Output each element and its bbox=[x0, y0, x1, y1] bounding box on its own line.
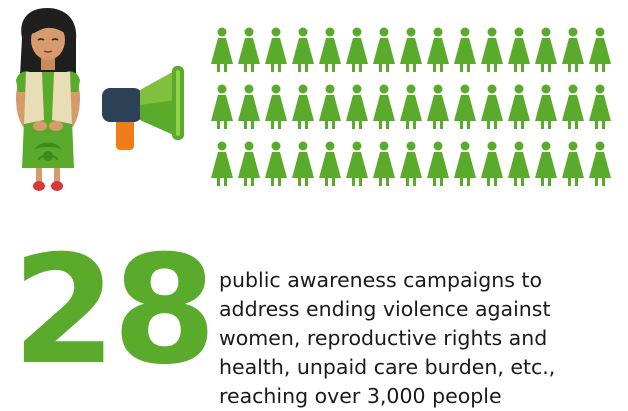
woman-figure-icon bbox=[454, 27, 476, 72]
woman-figure-icon bbox=[562, 27, 584, 72]
megaphone-icon bbox=[102, 66, 184, 150]
woman-figure-icon bbox=[292, 141, 314, 186]
woman-figure-icon bbox=[535, 84, 557, 129]
woman-figure-icon bbox=[265, 27, 287, 72]
woman-figure-icon bbox=[400, 141, 422, 186]
woman-figure-icon bbox=[319, 141, 341, 186]
woman-figure-icon bbox=[589, 141, 611, 186]
woman-figure-icon bbox=[400, 27, 422, 72]
woman-figure-icon bbox=[373, 141, 395, 186]
woman-figure-icon bbox=[454, 141, 476, 186]
woman-figure-icon bbox=[346, 141, 368, 186]
woman-figure-icon bbox=[346, 27, 368, 72]
woman-figure-icon bbox=[319, 84, 341, 129]
woman-figure-icon bbox=[265, 141, 287, 186]
woman-figure-icon bbox=[508, 84, 530, 129]
woman-figure-icon bbox=[292, 84, 314, 129]
woman-figure-icon bbox=[211, 84, 233, 129]
header-illustration bbox=[16, 8, 611, 191]
woman-figure-icon bbox=[562, 84, 584, 129]
stat-number: 28 bbox=[12, 224, 217, 398]
stat-description: public awareness campaigns to address en… bbox=[219, 268, 556, 408]
woman-figure-icon bbox=[319, 27, 341, 72]
woman-figure-icon bbox=[508, 27, 530, 72]
woman-figure-icon bbox=[400, 84, 422, 129]
woman-figure-icon bbox=[427, 27, 449, 72]
woman-figure-icon bbox=[589, 84, 611, 129]
woman-figure-icon bbox=[211, 141, 233, 186]
woman-figure-icon bbox=[481, 84, 503, 129]
woman-figure-icon bbox=[427, 84, 449, 129]
female-figures-grid bbox=[211, 27, 611, 186]
woman-figure-icon bbox=[265, 84, 287, 129]
woman-figure-icon bbox=[238, 141, 260, 186]
woman-figure-icon bbox=[562, 141, 584, 186]
woman-figure-icon bbox=[292, 27, 314, 72]
woman-figure-icon bbox=[238, 84, 260, 129]
woman-figure-icon bbox=[373, 27, 395, 72]
woman-figure-icon bbox=[481, 141, 503, 186]
woman-figure-icon bbox=[238, 27, 260, 72]
woman-figure-icon bbox=[589, 27, 611, 72]
woman-figure-icon bbox=[346, 84, 368, 129]
woman-figure-icon bbox=[535, 141, 557, 186]
woman-figure-icon bbox=[454, 84, 476, 129]
woman-figure-icon bbox=[535, 27, 557, 72]
woman-figure-icon bbox=[508, 141, 530, 186]
woman-figure-icon bbox=[427, 141, 449, 186]
woman-figure-icon bbox=[211, 27, 233, 72]
woman-character-illustration bbox=[16, 8, 80, 191]
woman-figure-icon bbox=[373, 84, 395, 129]
woman-figure-icon bbox=[481, 27, 503, 72]
